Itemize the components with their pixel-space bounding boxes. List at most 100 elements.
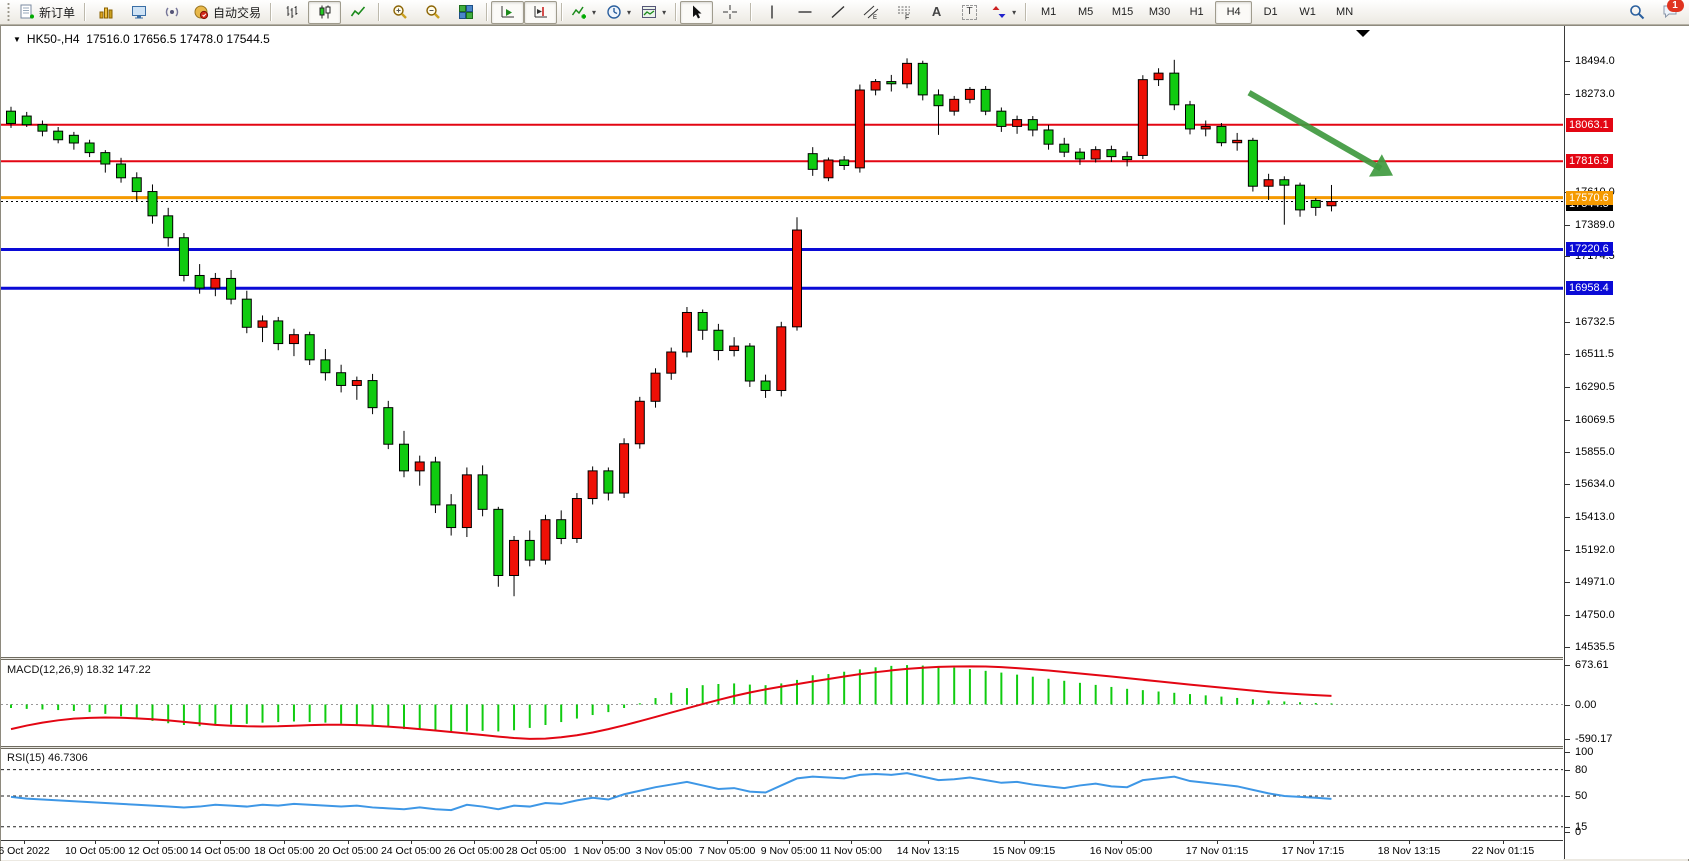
candle-body [776,326,787,391]
line-chart-button[interactable] [341,1,374,24]
tf-d1-button[interactable]: D1 [1263,6,1278,18]
tf-m5-button[interactable]: M5 [1077,6,1094,18]
cursor-button[interactable] [680,0,714,24]
candle-body [619,443,630,494]
svg-text:E: E [873,15,877,20]
time-axis[interactable]: 6 Oct 2022 10 Oct 05:00 12 Oct 05:00 14 Oct… [0,840,1563,860]
candle-body [446,504,457,529]
candle-body [210,277,221,289]
candle-body [996,110,1007,127]
time-axis-label: 14 Oct 05:00 [189,845,251,857]
line-price-flag: 18063.1 [1566,117,1613,132]
chart-shift-button[interactable] [524,0,558,24]
candle-body [226,277,237,300]
zoom-in-icon [392,4,408,20]
chat-button[interactable]: 1 [1653,0,1686,24]
text-button[interactable]: A [920,1,953,24]
candle-body [178,237,189,276]
candle-body [1326,201,1337,207]
tf-w1-button[interactable]: W1 [1299,6,1316,18]
time-axis-tick [727,841,728,844]
rsi-axis-label: 15 [1575,820,1588,833]
chart-quote-ohlc: 17516.0 17656.5 17478.0 17544.5 [86,32,270,46]
new-order-button[interactable]: 新订单 [14,1,80,24]
fibonacci-button[interactable]: F [887,1,920,24]
rsi-pane[interactable] [1,749,1564,840]
label-icon: T [962,4,978,20]
axis-tick [1565,826,1570,828]
dropdown-arrow-icon: ▾ [627,7,632,17]
templates-button[interactable]: ▾ [636,1,671,24]
autotrading-button-label: 自动交易 [213,5,262,20]
pane-separator[interactable] [1,746,1563,749]
line-price-flag: 17816.9 [1566,154,1613,169]
hline-button[interactable] [788,1,821,24]
tf-h1-button[interactable]: H1 [1189,6,1204,18]
trendline-button[interactable] [821,1,854,24]
price-tick-label: 16290.5 [1575,381,1615,394]
candle-body [571,498,582,540]
price-tick-label: 16069.5 [1575,413,1615,426]
time-axis-tick [851,841,852,844]
time-axis-tick [1217,841,1218,844]
candlestick-button[interactable] [308,0,342,24]
chart-shift-marker-icon[interactable] [1356,30,1370,37]
tf-m30-button[interactable]: M30 [1148,6,1171,18]
axis-tick [1565,93,1570,95]
candle-body [964,88,975,100]
tf-h4-button[interactable]: H4 [1215,0,1253,24]
price-axis[interactable]: 18494.018273.017610.017389.017174.516732… [1564,26,1689,859]
one-click-trading-arrow-icon[interactable]: ▼ [13,35,21,44]
time-axis-tick [1313,841,1314,844]
axis-tick [1565,665,1570,667]
tf-mn-button[interactable]: MN [1336,6,1354,18]
channel-button[interactable]: E [854,1,887,24]
search-button[interactable] [1620,1,1653,24]
crosshair-button[interactable] [713,1,746,24]
candle-body [147,191,158,217]
trendline-icon [830,4,846,20]
charts-button[interactable] [89,1,122,24]
trend-arrow-object[interactable] [1247,90,1383,172]
pane-separator[interactable] [1,657,1563,660]
shapes-button[interactable]: ▾ [986,1,1021,24]
price-chart-pane[interactable] [1,27,1564,657]
macd-pane[interactable] [1,660,1564,746]
candle-body [1153,72,1164,81]
vline-button[interactable] [755,1,788,24]
zoom-out-icon [425,4,441,20]
terminal-button[interactable] [122,1,155,24]
toolbar-drag-handle[interactable] [6,3,11,21]
notification-badge: 1 [1666,0,1684,12]
price-tick-label: 18273.0 [1575,87,1615,100]
candle-body [320,359,331,374]
axis-tick [1565,256,1570,258]
zoom-out-button[interactable] [416,1,449,24]
auto-scroll-button[interactable] [491,0,525,24]
candle-body [540,519,551,561]
time-axis-label: 12 Oct 05:00 [127,845,189,857]
tf-m1-button[interactable]: M1 [1040,6,1057,18]
candle-body [886,81,897,85]
candlestick-icon [317,4,333,20]
candle-body [1137,79,1148,156]
candle-body [1216,125,1227,144]
time-axis-tick [220,841,221,844]
candle-body [902,62,913,85]
candle-body [524,539,535,561]
candle-body [1185,104,1195,130]
candle-body [1263,179,1274,187]
zoom-in-button[interactable] [383,1,416,24]
signals-button[interactable] [155,1,188,24]
candle-body [37,124,48,132]
indicators-button[interactable]: ▾ [566,1,601,24]
tile-windows-button[interactable] [449,1,482,24]
label-button[interactable]: T [953,1,986,24]
time-axis-label: 6 Oct 2022 [0,845,50,857]
periods-button[interactable]: ▾ [601,1,636,24]
bar-chart-button[interactable] [275,1,308,24]
tf-m15-button[interactable]: M15 [1111,6,1134,18]
channel-icon: E [863,4,879,20]
chart-window: ▼ HK50-,H4 17516.0 17656.5 17478.0 17544.… [0,25,1689,861]
autotrading-button[interactable]: 自动交易 [188,1,266,24]
